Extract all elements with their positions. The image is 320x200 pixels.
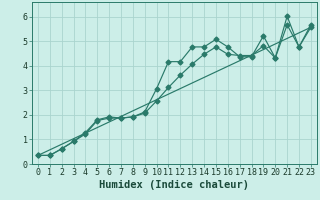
X-axis label: Humidex (Indice chaleur): Humidex (Indice chaleur) [100,180,249,190]
